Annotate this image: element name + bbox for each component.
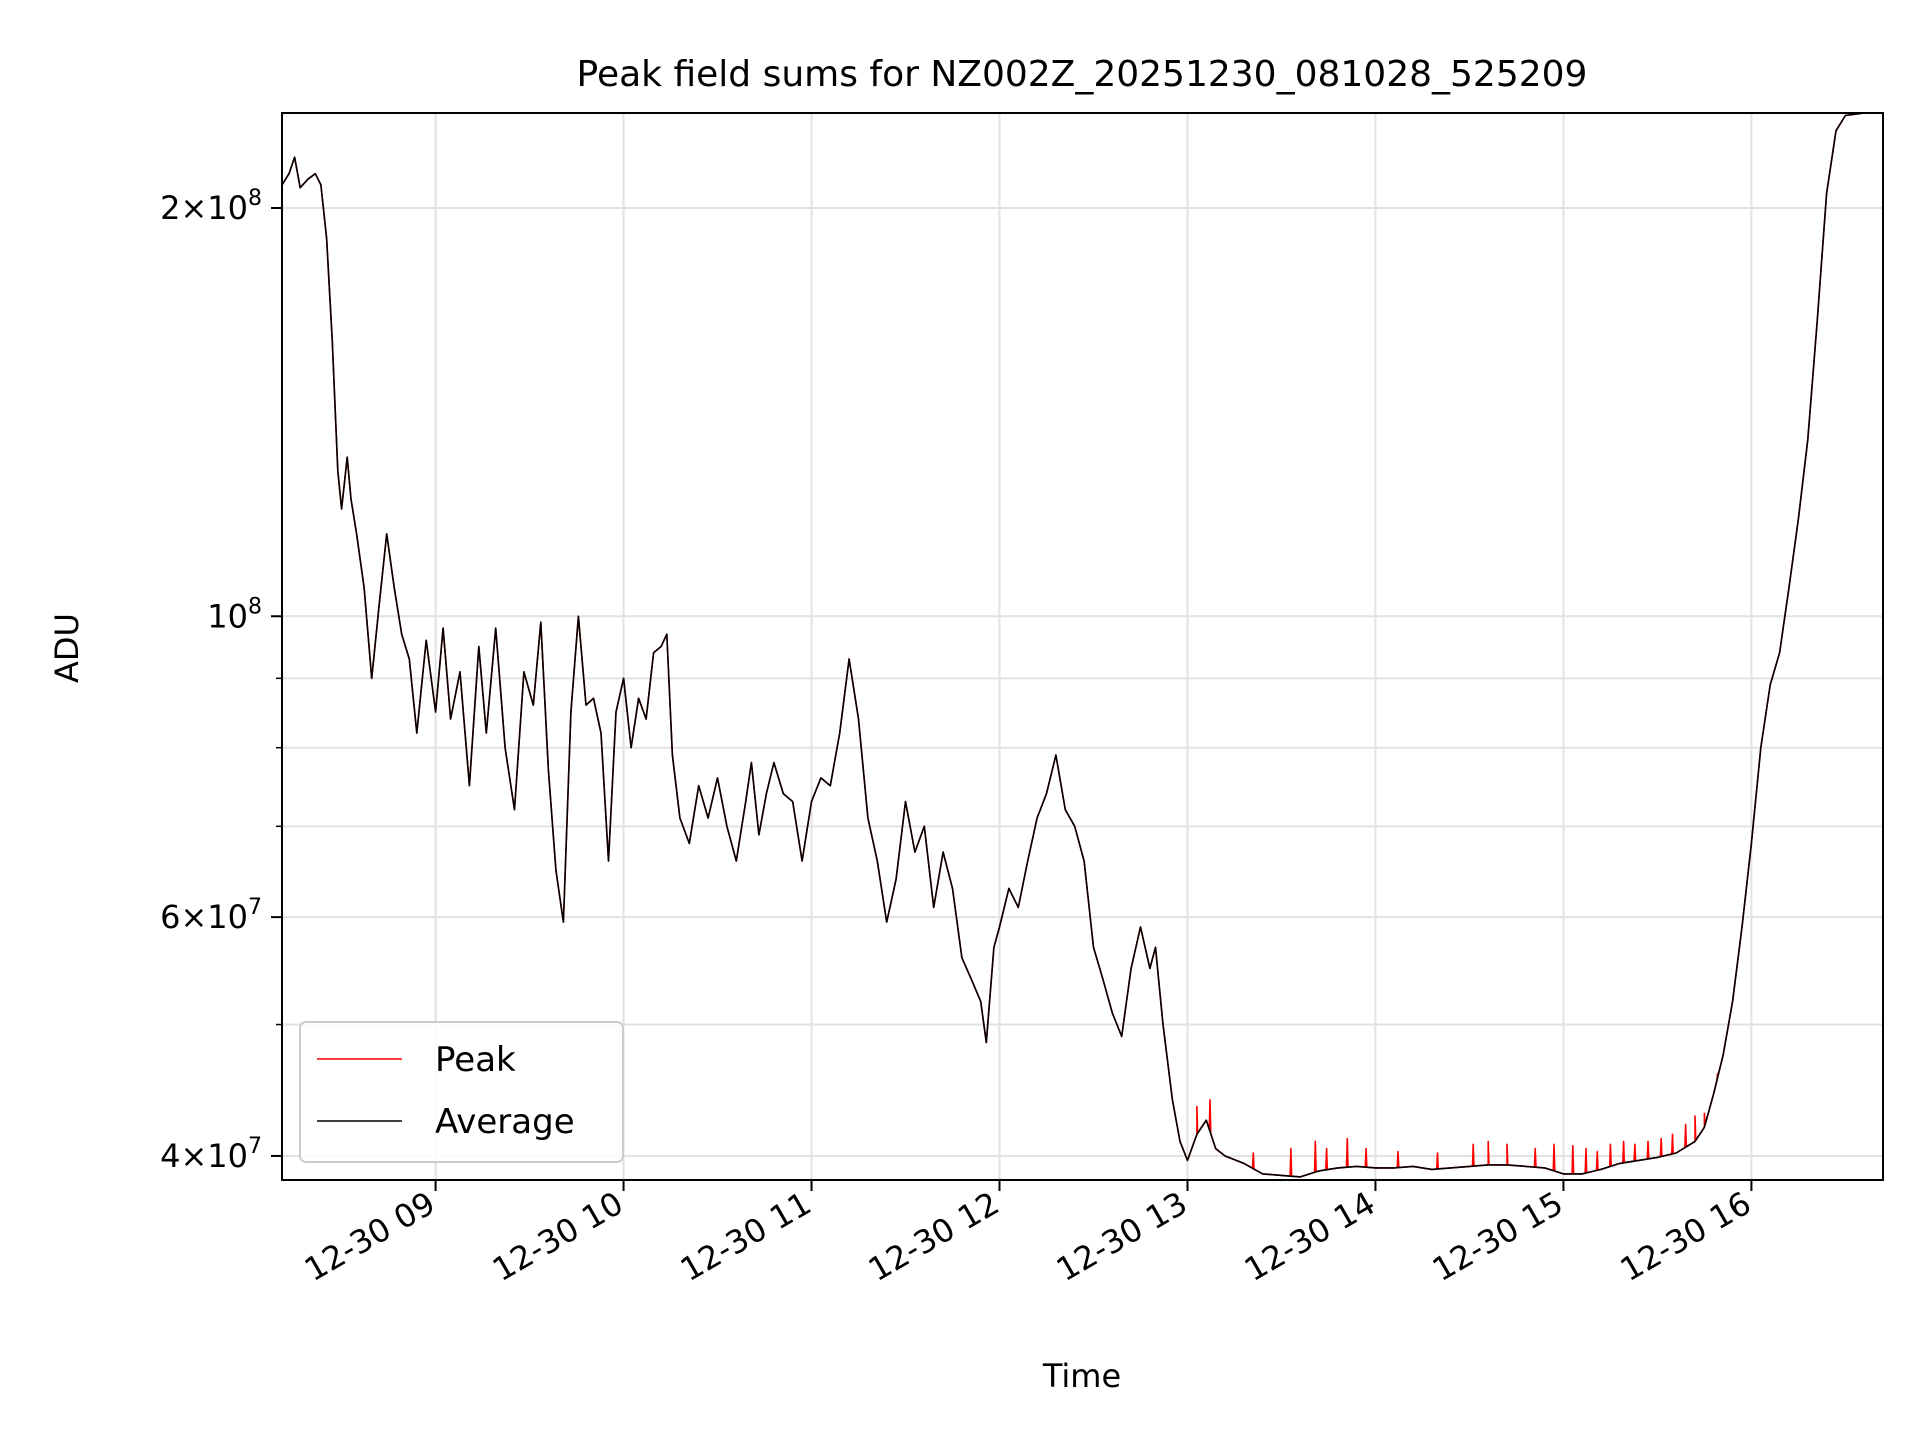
legend: Peak Average bbox=[299, 1021, 624, 1163]
chart-title: Peak field sums for NZ002Z_20251230_0810… bbox=[577, 54, 1588, 95]
y-tick-label: 108 bbox=[207, 594, 262, 635]
y-tick-label: 6×107 bbox=[160, 895, 262, 936]
plot-frame bbox=[281, 112, 1884, 1181]
y-axis: 4×107 6×107 108 2×108 bbox=[160, 186, 282, 1175]
y-tick-label: 2×108 bbox=[160, 186, 262, 227]
series-layer bbox=[281, 112, 1883, 1178]
x-axis-label: Time bbox=[1042, 1357, 1121, 1395]
legend-box bbox=[299, 1021, 624, 1163]
legend-average-label: Average bbox=[435, 1102, 575, 1142]
y-axis-label: ADU bbox=[48, 613, 86, 683]
y-tick-label: 4×107 bbox=[160, 1134, 262, 1175]
legend-peak-label: Peak bbox=[435, 1040, 516, 1080]
series-average-line bbox=[281, 112, 1883, 1178]
